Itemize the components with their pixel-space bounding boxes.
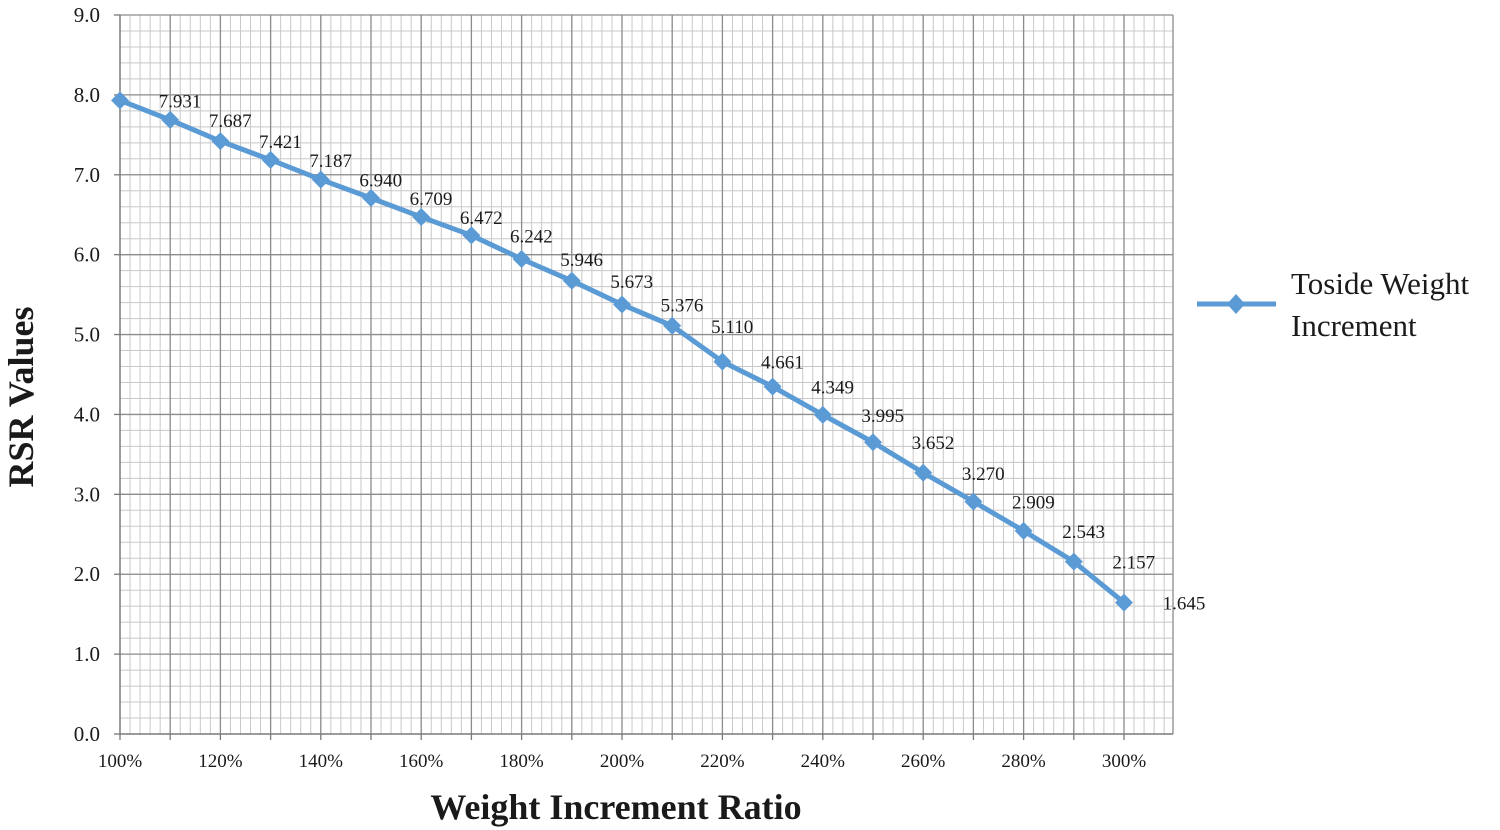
y-tick-labels: 0.0 1.0 2.0 3.0 4.0 5.0 6.0 7.0 8.0 9.0 — [74, 3, 100, 746]
x-tick-label: 280% — [1001, 751, 1046, 772]
data-point-marker — [462, 226, 481, 245]
data-point-marker — [613, 295, 631, 314]
legend-label-line-2: Increment — [1291, 308, 1417, 343]
data-point-marker — [813, 405, 832, 424]
data-label: 6.472 — [460, 208, 503, 229]
x-tick-label: 240% — [801, 751, 846, 772]
data-point-marker — [161, 110, 180, 129]
x-tick-label: 160% — [399, 751, 444, 772]
data-label: 5.110 — [711, 317, 753, 338]
data-labels: 7.931 7.687 7.421 7.187 6.940 6.709 6.472 6.242… — [159, 91, 1206, 614]
data-label: 2.543 — [1062, 522, 1105, 543]
data-point-marker — [261, 150, 280, 169]
data-label: 3.995 — [861, 406, 904, 427]
x-tick-label: 100% — [98, 751, 143, 772]
data-point-marker — [864, 433, 882, 452]
data-point-marker — [663, 316, 682, 335]
axes — [114, 14, 1173, 740]
y-tick-label: 1.0 — [74, 642, 100, 666]
data-point-marker — [512, 249, 531, 268]
x-tick-label: 220% — [700, 751, 745, 772]
data-label: 1.645 — [1163, 594, 1206, 615]
data-point-marker — [964, 492, 983, 511]
y-tick-label: 4.0 — [74, 402, 100, 426]
legend-marker-diamond — [1227, 294, 1245, 314]
data-point-marker — [211, 132, 230, 151]
data-point-marker — [311, 170, 330, 189]
data-label: 4.349 — [811, 378, 854, 399]
legend: Toside Weight Increment — [1197, 266, 1470, 343]
data-label: 3.270 — [962, 464, 1005, 485]
x-axis-title: Weight Increment Ratio — [430, 787, 801, 827]
data-point-marker — [362, 189, 380, 208]
data-point-marker — [713, 352, 732, 371]
x-tick-label: 120% — [198, 751, 243, 772]
y-tick-label: 7.0 — [74, 163, 100, 187]
x-tick-label: 140% — [299, 751, 344, 772]
data-point-marker — [562, 271, 581, 290]
y-tick-label: 2.0 — [74, 562, 100, 586]
y-tick-label: 8.0 — [74, 83, 100, 107]
y-tick-label: 5.0 — [74, 323, 100, 347]
y-tick-label: 0.0 — [74, 722, 100, 746]
minor-gridlines — [120, 15, 1173, 734]
y-axis-title: RSR Values — [1, 306, 41, 487]
x-tick-label: 260% — [901, 751, 946, 772]
data-point-marker — [1014, 521, 1033, 540]
data-label: 2.157 — [1112, 553, 1155, 574]
data-point-marker — [111, 91, 129, 110]
data-point-marker — [914, 463, 933, 482]
legend-label-line-1: Toside Weight — [1291, 266, 1470, 301]
major-gridlines — [120, 14, 1174, 734]
data-label: 6.709 — [410, 189, 453, 210]
series-group — [111, 91, 1133, 612]
data-label: 3.652 — [912, 433, 955, 454]
data-label: 7.687 — [209, 111, 252, 132]
data-label: 5.946 — [560, 250, 603, 271]
data-label: 7.421 — [259, 132, 302, 153]
data-label: 2.909 — [1012, 493, 1055, 514]
x-tick-label: 300% — [1102, 751, 1147, 772]
x-tick-labels: 100% 120% 140% 160% 180% 200% 220% 240% 260% 280%… — [98, 751, 1147, 772]
data-label: 5.673 — [610, 272, 653, 293]
x-tick-label: 200% — [600, 751, 645, 772]
data-label: 6.242 — [510, 226, 553, 247]
y-tick-label: 3.0 — [74, 482, 100, 506]
data-label: 7.187 — [309, 151, 352, 172]
data-label: 4.661 — [761, 353, 804, 374]
data-label: 7.931 — [159, 91, 202, 112]
data-point-marker — [1064, 552, 1083, 571]
data-point-marker — [412, 207, 431, 226]
x-tick-label: 180% — [499, 751, 544, 772]
data-label: 5.376 — [661, 296, 704, 317]
y-tick-label: 9.0 — [74, 3, 100, 27]
y-tick-label: 6.0 — [74, 243, 100, 267]
data-point-marker — [1115, 593, 1133, 612]
data-label: 6.940 — [359, 171, 402, 192]
data-point-marker — [763, 377, 782, 396]
